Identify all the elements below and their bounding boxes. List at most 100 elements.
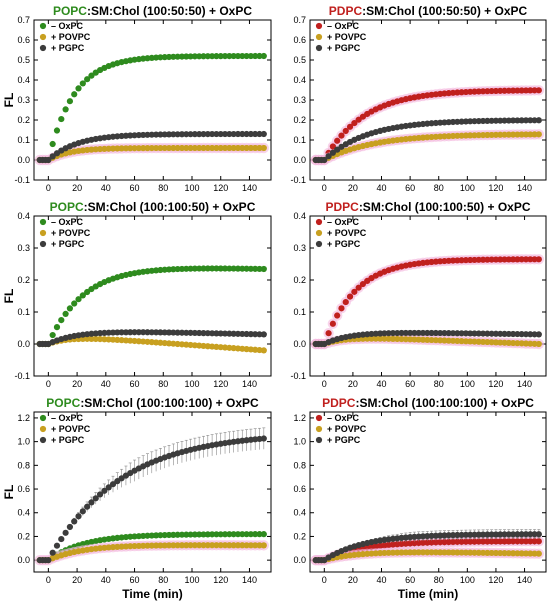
data-point xyxy=(234,130,242,138)
legend-entry: – OxPC xyxy=(51,413,84,423)
legend-entry: – OxPC xyxy=(51,21,84,31)
data-point xyxy=(144,329,151,336)
data-point xyxy=(381,335,388,342)
data-point xyxy=(398,549,405,556)
data-point xyxy=(200,53,207,60)
data-point xyxy=(488,531,495,538)
data-point xyxy=(230,542,237,549)
legend-marker xyxy=(39,240,47,248)
data-point xyxy=(230,144,237,152)
data-point xyxy=(45,156,52,164)
x-tick-label: 80 xyxy=(158,575,168,585)
data-point xyxy=(522,131,530,138)
legend-entry: + POVPC xyxy=(51,424,91,434)
data-point xyxy=(346,293,354,300)
data-point xyxy=(217,265,224,272)
data-point xyxy=(467,531,474,538)
legend-marker xyxy=(315,218,323,226)
data-point xyxy=(92,335,99,343)
x-tick-label: 140 xyxy=(242,575,257,585)
data-point xyxy=(252,531,259,538)
legend-entry: + PGPC xyxy=(51,239,85,249)
legend-marker xyxy=(39,33,47,41)
data-point xyxy=(170,53,177,60)
data-point xyxy=(213,330,220,337)
data-point xyxy=(510,330,517,338)
legend-entry: + PGPC xyxy=(327,43,361,53)
data-point xyxy=(454,330,461,337)
data-point xyxy=(407,329,414,337)
data-point xyxy=(402,549,409,556)
data-point xyxy=(247,331,254,338)
legend-entry: + POVPC xyxy=(51,32,91,42)
data-point xyxy=(230,130,237,138)
data-point xyxy=(514,538,521,545)
data-point xyxy=(492,131,500,138)
data-point xyxy=(449,330,457,337)
x-tick-label: 40 xyxy=(101,183,111,193)
data-point xyxy=(196,265,203,272)
data-point xyxy=(165,329,173,336)
panel-title: POPC:SM:Chol (100:50:50) + OxPC xyxy=(53,4,252,18)
data-point xyxy=(505,117,512,124)
data-point xyxy=(234,542,242,549)
data-point xyxy=(243,531,250,538)
data-point xyxy=(239,144,246,152)
data-point xyxy=(200,131,207,138)
x-tick-label: 100 xyxy=(460,575,475,585)
data-point xyxy=(161,542,168,549)
data-point xyxy=(221,330,229,337)
legend: – OxPC+ POVPC+ PGPC xyxy=(39,217,91,249)
data-point xyxy=(445,538,452,546)
y-tick-label: 0.3 xyxy=(293,95,306,105)
data-point xyxy=(467,330,474,337)
x-tick-label: 120 xyxy=(488,575,503,585)
data-point xyxy=(247,52,254,60)
y-tick-label: 0.5 xyxy=(293,55,306,65)
legend-entry: – OxPC xyxy=(51,217,84,227)
data-point xyxy=(501,531,508,538)
data-point xyxy=(492,330,500,337)
data-point xyxy=(518,531,525,538)
data-point xyxy=(140,131,147,139)
y-tick-label: 0.0 xyxy=(17,555,30,565)
panel-title-rest: :SM:Chol (100:50:50) + OxPC xyxy=(87,4,252,18)
data-point xyxy=(196,329,203,337)
data-point xyxy=(140,329,147,336)
data-point xyxy=(148,144,155,152)
data-point xyxy=(497,131,504,138)
panel-title-lipid: PDPC xyxy=(329,4,363,18)
data-point xyxy=(531,550,538,557)
y-tick-label: 0.1 xyxy=(293,135,306,145)
series-pgpc xyxy=(36,427,267,564)
x-tick-label: 60 xyxy=(130,575,140,585)
data-point xyxy=(114,329,121,336)
data-point xyxy=(213,144,220,152)
data-point xyxy=(49,140,56,148)
data-point xyxy=(510,550,517,557)
data-point xyxy=(510,256,517,263)
data-point xyxy=(385,335,392,342)
data-point xyxy=(114,145,121,152)
legend-marker xyxy=(39,414,47,422)
data-point xyxy=(372,335,379,342)
data-point xyxy=(183,531,190,538)
y-tick-label: 1.0 xyxy=(17,437,30,447)
data-point xyxy=(346,123,354,130)
data-point xyxy=(217,144,224,152)
data-point xyxy=(204,265,211,272)
x-tick-label: 60 xyxy=(130,183,140,193)
data-point xyxy=(329,143,336,150)
legend-entry: – OxPC xyxy=(327,21,360,31)
data-point xyxy=(170,542,177,549)
data-point xyxy=(342,298,349,306)
legend-marker xyxy=(39,22,47,30)
panel-title-rest: :SM:Chol (100:50:50) + OxPC xyxy=(362,4,527,18)
y-tick-label: 0.2 xyxy=(293,115,306,125)
data-point xyxy=(501,550,508,557)
data-point xyxy=(376,335,384,342)
data-point xyxy=(518,131,525,138)
data-point xyxy=(234,144,242,152)
data-point xyxy=(144,145,151,152)
x-tick-label: 60 xyxy=(405,183,415,193)
